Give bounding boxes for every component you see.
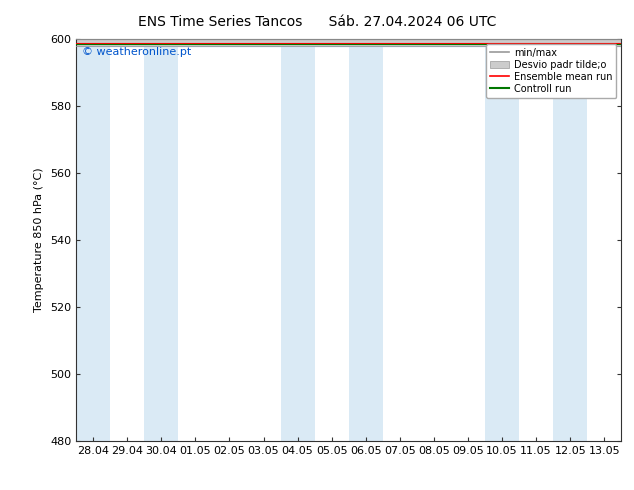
Bar [280, 39, 314, 441]
Y-axis label: Temperature 850 hPa (°C): Temperature 850 hPa (°C) [34, 168, 44, 313]
Text: © weatheronline.pt: © weatheronline.pt [82, 47, 191, 57]
Bar [349, 39, 383, 441]
Legend: min/max, Desvio padr tilde;o, Ensemble mean run, Controll run: min/max, Desvio padr tilde;o, Ensemble m… [486, 44, 616, 98]
Text: ENS Time Series Tancos      Sáb. 27.04.2024 06 UTC: ENS Time Series Tancos Sáb. 27.04.2024 0… [138, 15, 496, 29]
Bar [144, 39, 178, 441]
Bar [76, 39, 110, 441]
Bar [485, 39, 519, 441]
Bar [553, 39, 587, 441]
